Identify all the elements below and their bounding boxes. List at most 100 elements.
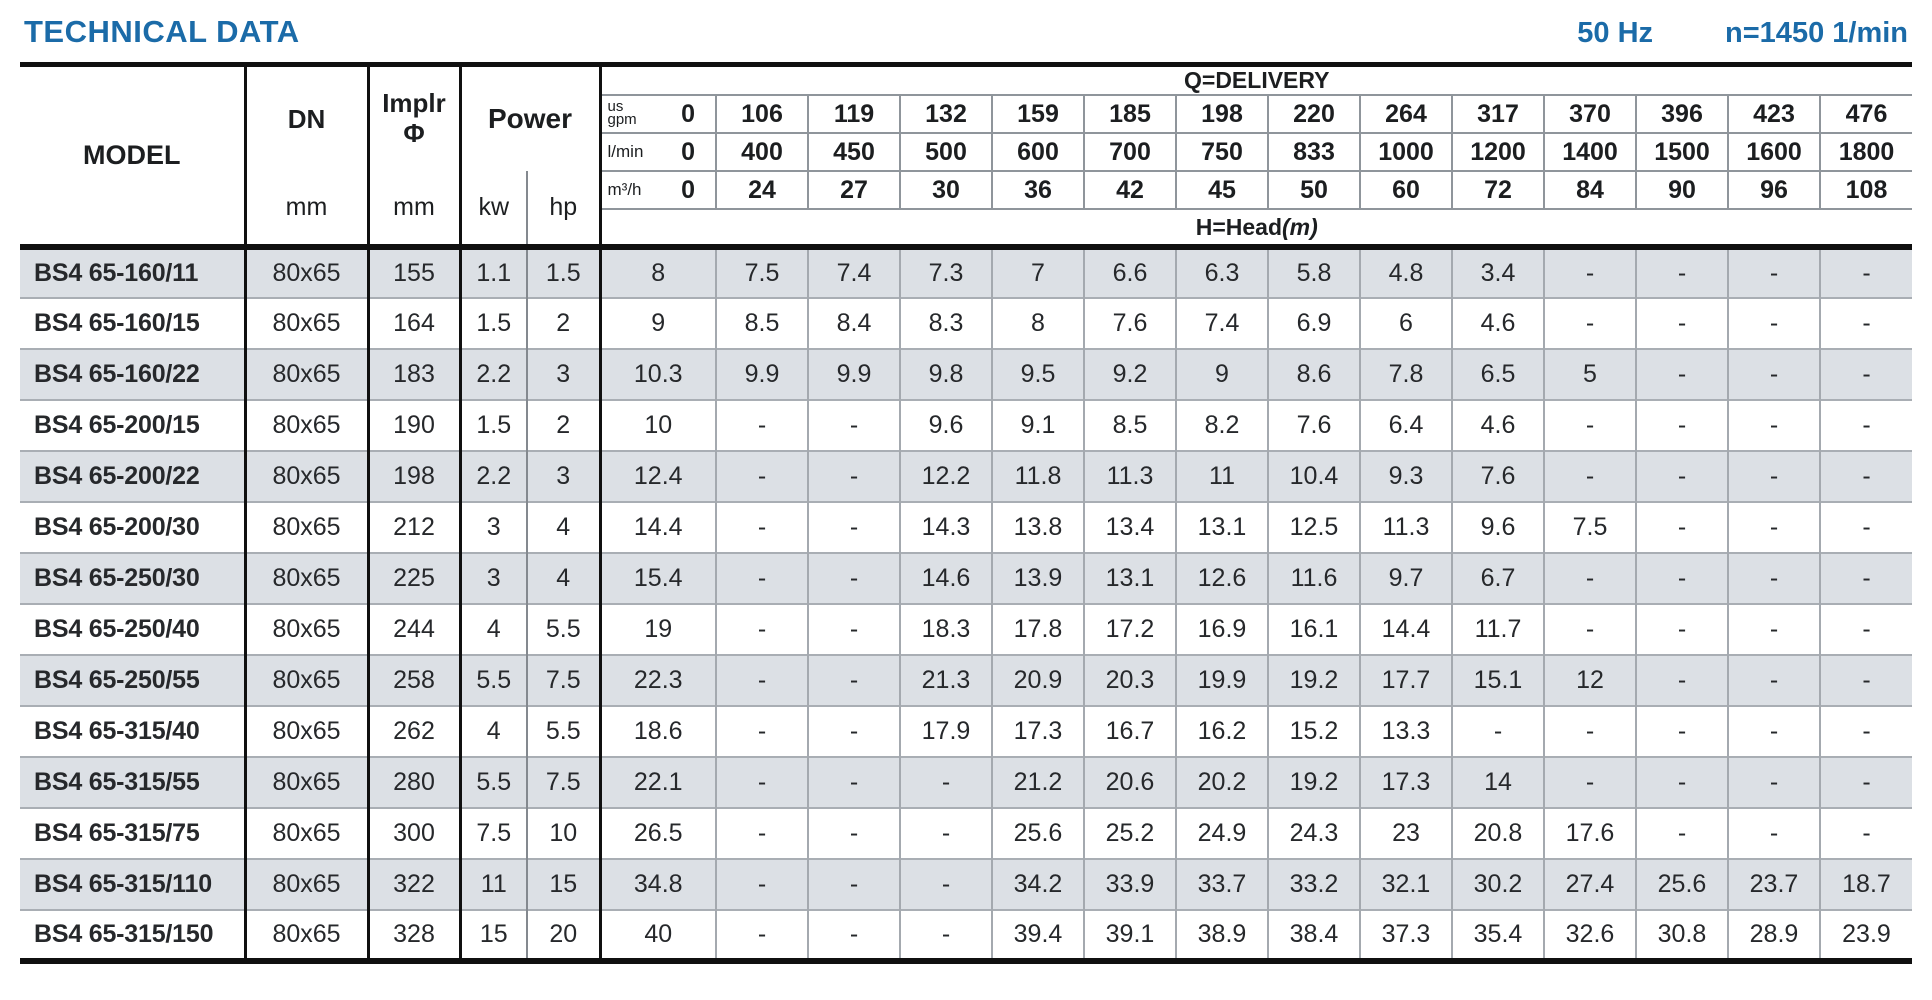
dn-cell: 80x65 <box>245 807 370 859</box>
table-row: BS4 65-315/150 80x65 328 15 20 40- - -39.4 39.1 3… <box>20 909 1912 961</box>
head-value-cell: 9.3 <box>1359 450 1452 502</box>
head-value-cell: - <box>1727 399 1820 451</box>
dn-cell: 80x65 <box>245 909 370 961</box>
head-value-cell: - <box>807 756 900 808</box>
delivery-gpm-row: us gpm 0 106 119 132 159 185 198 220 264 317 370 396… <box>20 95 1912 134</box>
head-value-cell: - <box>1727 603 1820 655</box>
head-value-cell: 14.6 <box>899 552 992 604</box>
head-value-cell: 5 <box>1543 348 1636 400</box>
power-kw-cell: 7.5 <box>460 807 528 859</box>
head-title-row: H=Head(m) <box>20 209 1912 247</box>
head-value-cell: - <box>1635 297 1728 349</box>
power-hp-unit-label: hp <box>527 171 602 248</box>
rotation-speed-label: n=1450 1/min <box>1725 17 1908 49</box>
power-kw-cell: 2.2 <box>460 450 528 502</box>
delivery-value: 1400 <box>1543 133 1636 172</box>
delivery-value: 159 <box>991 95 1084 134</box>
head-value-cell: 35.4 <box>1451 909 1544 961</box>
head-value-cell: 6.3 <box>1175 246 1268 298</box>
delivery-value: 119 <box>807 95 900 134</box>
head-value-cell: 40 <box>600 909 716 961</box>
head-value-cell: 19.2 <box>1267 654 1360 706</box>
head-value-cell: - <box>1819 756 1912 808</box>
head-value-cell: - <box>1543 552 1636 604</box>
impeller-diameter-cell: 155 <box>368 246 462 298</box>
impeller-diameter-cell: 183 <box>368 348 462 400</box>
head-value-cell: - <box>1543 246 1636 298</box>
power-hp-cell: 3 <box>527 348 602 400</box>
head-value-cell: - <box>1819 297 1912 349</box>
head-value-cell: 22.3 <box>600 654 716 706</box>
power-hp-cell: 2 <box>527 399 602 451</box>
head-value-cell: 9.1 <box>991 399 1084 451</box>
delivery-unit-label: m³/h <box>607 179 642 199</box>
head-value-cell: 4.8 <box>1359 246 1452 298</box>
head-value-cell: 9.6 <box>1451 501 1544 553</box>
head-value-cell: 14 <box>1451 756 1544 808</box>
table-row: BS4 65-315/40 80x65 262 4 5.5 18.6- -17.9 17.3 1… <box>20 705 1912 757</box>
head-value-cell: 17.6 <box>1543 807 1636 859</box>
model-cell: BS4 65-250/55 <box>20 654 247 706</box>
head-value-cell: 20.9 <box>991 654 1084 706</box>
head-value-cell: 30.8 <box>1635 909 1728 961</box>
head-value-cell: 15.2 <box>1267 705 1360 757</box>
head-value-cell: 15.1 <box>1451 654 1544 706</box>
head-value-cell: - <box>807 552 900 604</box>
dn-cell: 80x65 <box>245 603 370 655</box>
delivery-unit-cell: l/min 0 <box>600 133 716 172</box>
head-value-cell: - <box>1543 450 1636 502</box>
model-cell: BS4 65-250/40 <box>20 603 247 655</box>
head-value-cell: 39.1 <box>1083 909 1176 961</box>
delivery-value: 27 <box>807 171 900 210</box>
dn-cell: 80x65 <box>245 297 370 349</box>
delivery-m3h-row: mm mm kw hp m³/h 0 24 27 30 36 42 45 50 60 72 84 90 9… <box>20 171 1912 248</box>
technical-data-table: MODEL DN Implr Φ Power Q=DELIVERY us gpm… <box>20 62 1912 964</box>
model-cell: BS4 65-315/150 <box>20 909 247 961</box>
table-row: BS4 65-160/22 80x65 183 2.2 3 10.3 9.9 9.9 9.8 9.… <box>20 348 1912 400</box>
head-value-cell: - <box>1727 348 1820 400</box>
delivery-value: 220 <box>1267 95 1360 134</box>
dn-cell: 80x65 <box>245 246 370 298</box>
head-value-cell: 7.6 <box>1083 297 1176 349</box>
head-value-cell: 25.6 <box>991 807 1084 859</box>
impeller-diameter-cell: 212 <box>368 501 462 553</box>
head-value-cell: - <box>1819 246 1912 298</box>
head-value-cell: 7.4 <box>1175 297 1268 349</box>
head-value-cell: 19 <box>600 603 716 655</box>
delivery-value: 198 <box>1175 95 1268 134</box>
head-value-cell: 16.7 <box>1083 705 1176 757</box>
model-cell: BS4 65-315/55 <box>20 756 247 808</box>
power-hp-cell: 7.5 <box>527 756 602 808</box>
head-value-cell: - <box>1819 603 1912 655</box>
head-value-cell: 12.2 <box>899 450 992 502</box>
impeller-diameter-cell: 280 <box>368 756 462 808</box>
head-value-cell: 12 <box>1543 654 1636 706</box>
delivery-zero-value: 0 <box>681 99 695 128</box>
frequency-label: 50 Hz <box>1577 17 1654 49</box>
power-kw-cell: 5.5 <box>460 756 528 808</box>
impeller-phi-symbol: Φ <box>403 118 425 148</box>
model-column-header: MODEL <box>20 64 247 247</box>
model-cell: BS4 65-315/40 <box>20 705 247 757</box>
head-value-cell: 13.1 <box>1083 552 1176 604</box>
delivery-value: 423 <box>1727 95 1820 134</box>
dn-unit-label: mm <box>245 171 370 248</box>
delivery-unit-inner: l/min 0 <box>602 138 716 167</box>
head-value-cell: 20.6 <box>1083 756 1176 808</box>
head-value-cell: - <box>1635 756 1728 808</box>
head-value-cell: 13.9 <box>991 552 1084 604</box>
head-value-cell: 17.9 <box>899 705 992 757</box>
dn-cell: 80x65 <box>245 654 370 706</box>
head-value-cell: 23.7 <box>1727 858 1820 910</box>
head-value-cell: 9.7 <box>1359 552 1452 604</box>
head-value-cell: - <box>899 807 992 859</box>
head-value-cell: - <box>715 909 808 961</box>
head-value-cell: 11.8 <box>991 450 1084 502</box>
delivery-unit-inner: us gpm 0 <box>602 99 716 129</box>
head-value-cell: 26.5 <box>600 807 716 859</box>
power-hp-cell: 7.5 <box>527 654 602 706</box>
power-hp-cell: 5.5 <box>527 705 602 757</box>
head-value-cell: 7.5 <box>1543 501 1636 553</box>
head-value-cell: - <box>715 501 808 553</box>
head-value-cell: - <box>1635 552 1728 604</box>
